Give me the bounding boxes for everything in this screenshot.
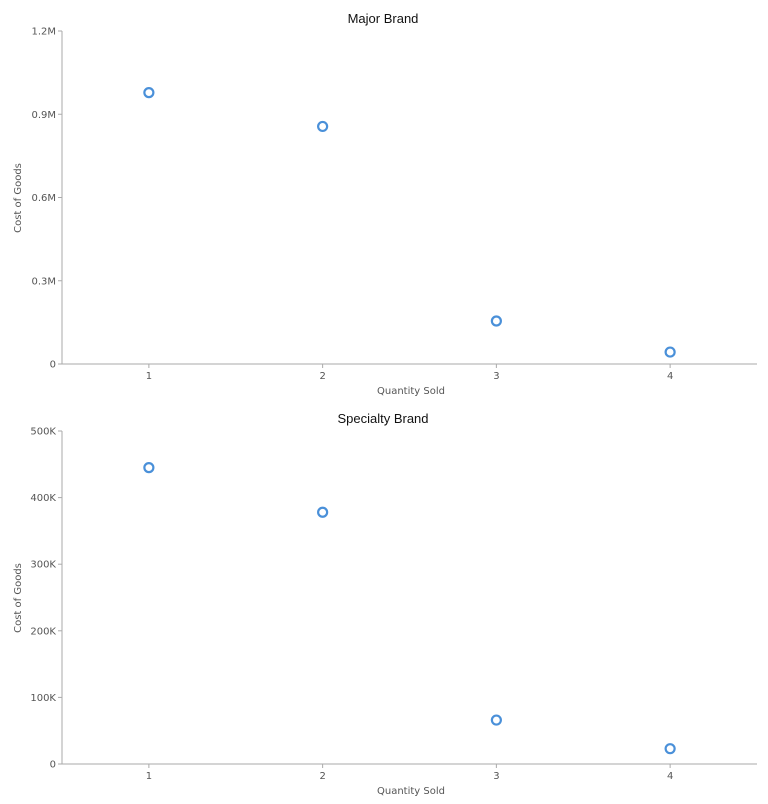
y-axis-label: Cost of Goods: [13, 563, 24, 633]
y-tick-label: 500K: [30, 427, 56, 438]
y-tick-label: 300K: [30, 560, 56, 571]
y-tick-label: 0: [50, 760, 56, 771]
plot-area: 0 0.3M 0.6M 0.9M 1.2M 1 2 3 4: [31, 27, 757, 382]
data-point[interactable]: [490, 315, 502, 327]
data-point[interactable]: [317, 506, 329, 518]
plot-area: 0 100K 200K 300K 400K 500K 1 2 3 4: [30, 427, 757, 782]
y-tick-label: 400K: [30, 493, 56, 504]
chart-title: Specialty Brand: [337, 411, 428, 426]
y-tick-label: 200K: [30, 626, 56, 637]
y-tick-label: 0.3M: [31, 276, 56, 287]
data-point[interactable]: [143, 462, 155, 474]
chart-title: Major Brand: [348, 11, 419, 26]
y-tick-label: 1.2M: [31, 27, 56, 38]
chart-svg: Specialty Brand Cost of Goods Quantity S…: [13, 411, 757, 797]
y-tick-label: 0.9M: [31, 110, 56, 121]
chart-major-brand: Major Brand Cost of Goods Quantity Sold …: [0, 0, 768, 400]
y-axis-label: Cost of Goods: [13, 163, 24, 233]
y-tick-label: 0: [50, 360, 56, 371]
x-tick-label: 2: [319, 371, 325, 382]
x-axis-label: Quantity Sold: [377, 386, 445, 397]
data-point[interactable]: [664, 743, 676, 755]
x-tick-label: 1: [146, 771, 152, 782]
y-tick-label: 0.6M: [31, 193, 56, 204]
data-point[interactable]: [317, 120, 329, 133]
chart-specialty-brand: Specialty Brand Cost of Goods Quantity S…: [0, 400, 768, 800]
x-tick-label: 2: [319, 771, 325, 782]
x-axis-label: Quantity Sold: [377, 786, 445, 797]
x-tick-label: 4: [667, 771, 673, 782]
data-point[interactable]: [664, 346, 676, 358]
x-tick-label: 1: [146, 371, 152, 382]
x-tick-label: 3: [493, 371, 499, 382]
data-point[interactable]: [490, 714, 502, 726]
x-tick-label: 4: [667, 371, 673, 382]
chart-svg: Major Brand Cost of Goods Quantity Sold …: [13, 11, 757, 397]
x-tick-label: 3: [493, 771, 499, 782]
y-tick-label: 100K: [30, 693, 56, 704]
data-point[interactable]: [143, 87, 155, 99]
